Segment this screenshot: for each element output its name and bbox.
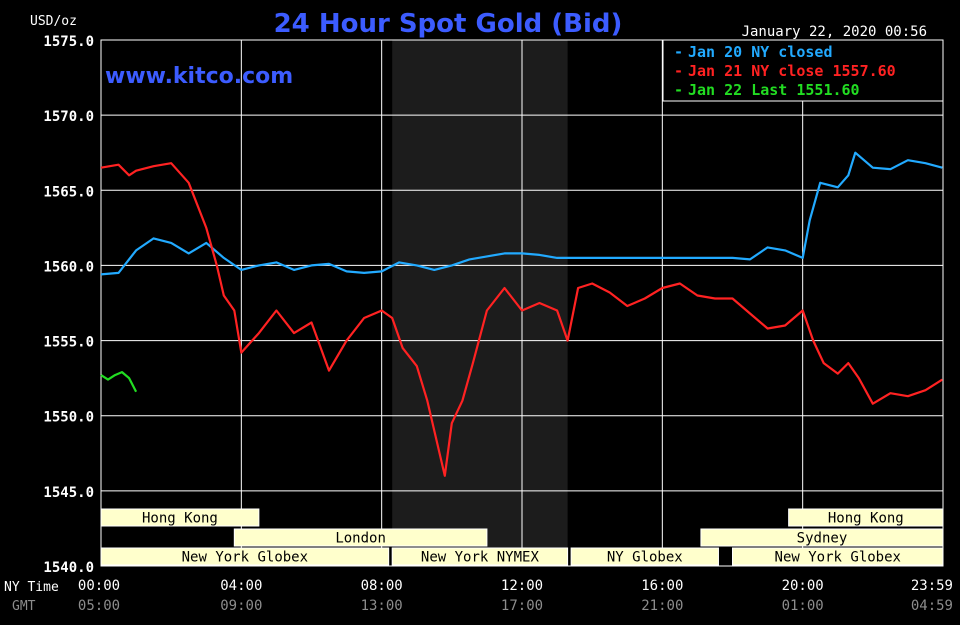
x-tick-label-gmt: 17:00 <box>501 598 543 614</box>
session-bar <box>570 547 719 566</box>
session-bar <box>732 547 944 566</box>
series-lines <box>100 151 943 477</box>
x-tick-label-ny: 23:59 <box>911 578 953 594</box>
y-tick-label: 1570.0 <box>43 109 94 125</box>
x-tick-label-gmt: 01:00 <box>782 598 824 614</box>
timestamp: January 22, 2020 00:56 <box>742 24 927 40</box>
plot-frame <box>100 39 944 567</box>
x-tick-label-gmt: 05:00 <box>78 598 120 614</box>
x-tick-label-ny: 20:00 <box>782 578 824 594</box>
session-bar <box>700 528 944 547</box>
session-bar <box>100 547 390 566</box>
session-label: Hong Kong <box>828 511 904 527</box>
x-tick-label-gmt: 09:00 <box>220 598 262 614</box>
y-tick-label: 1565.0 <box>43 184 94 200</box>
legend-entry-jan21: Jan 21 NY close 1557.60 <box>688 62 896 80</box>
y-tick-label: 1545.0 <box>43 485 94 501</box>
x-tick-label-ny: 16:00 <box>641 578 683 594</box>
x-tick-label-gmt: 13:00 <box>361 598 403 614</box>
session-label: London <box>335 531 386 547</box>
session-bar <box>788 508 944 527</box>
y-tick-label: 1575.0 <box>43 34 94 50</box>
legend-entry-jan20: Jan 20 NY closed <box>688 43 833 61</box>
session-bar <box>100 508 260 527</box>
x-axis-ticks: 00:00 05:00 04:00 09:00 08:00 13:00 12:00 17:00… <box>78 578 953 614</box>
x-tick-label-ny: 00:00 <box>78 578 120 594</box>
unit-label: USD/oz <box>30 14 77 29</box>
y-tick-label: 1540.0 <box>43 560 94 576</box>
session-bar <box>233 528 488 547</box>
y-axis-ticks: 1540.0 1545.0 1550.0 1555.0 1560.0 1565.0 1570… <box>43 34 94 576</box>
x-tick-label-ny: 12:00 <box>501 578 543 594</box>
x-tick-label-gmt: 04:59 <box>911 598 953 614</box>
y-tick-label: 1560.0 <box>43 259 94 275</box>
chart-title: 24 Hour Spot Gold (Bid) <box>274 9 623 39</box>
session-bar <box>391 547 569 566</box>
session-label: New York Globex <box>182 550 308 566</box>
market-sessions: Hong Kong Hong Kong London Sydney New York G… <box>100 508 944 566</box>
x-tick-label-ny: 04:00 <box>220 578 262 594</box>
session-label: New York Globex <box>775 550 901 566</box>
y-tick-label: 1550.0 <box>43 410 94 426</box>
x-tick-label-ny: 08:00 <box>361 578 403 594</box>
gmt-row-label: GMT <box>12 599 36 614</box>
watermark: www.kitco.com <box>105 64 293 89</box>
session-label: New York NYMEX <box>421 550 540 566</box>
legend-dash-jan22: - <box>674 81 683 99</box>
session-label: Hong Kong <box>142 511 218 527</box>
y-tick-label: 1555.0 <box>43 335 94 351</box>
ny-time-row-label: NY Time <box>4 580 59 595</box>
legend-dash-jan20: - <box>674 43 683 61</box>
session-label: Sydney <box>797 531 848 547</box>
series-line-0 <box>100 151 943 276</box>
x-tick-label-gmt: 21:00 <box>641 598 683 614</box>
legend-dash-jan21: - <box>674 62 683 80</box>
legend-entry-jan22: Jan 22 Last 1551.60 <box>688 81 860 99</box>
series-line-1 <box>100 162 943 477</box>
legend-box <box>662 39 944 102</box>
series-line-2 <box>100 371 138 393</box>
session-label: NY Globex <box>607 550 683 566</box>
legend: Jan 20 NY closed Jan 21 NY close 1557.60… <box>662 39 944 102</box>
